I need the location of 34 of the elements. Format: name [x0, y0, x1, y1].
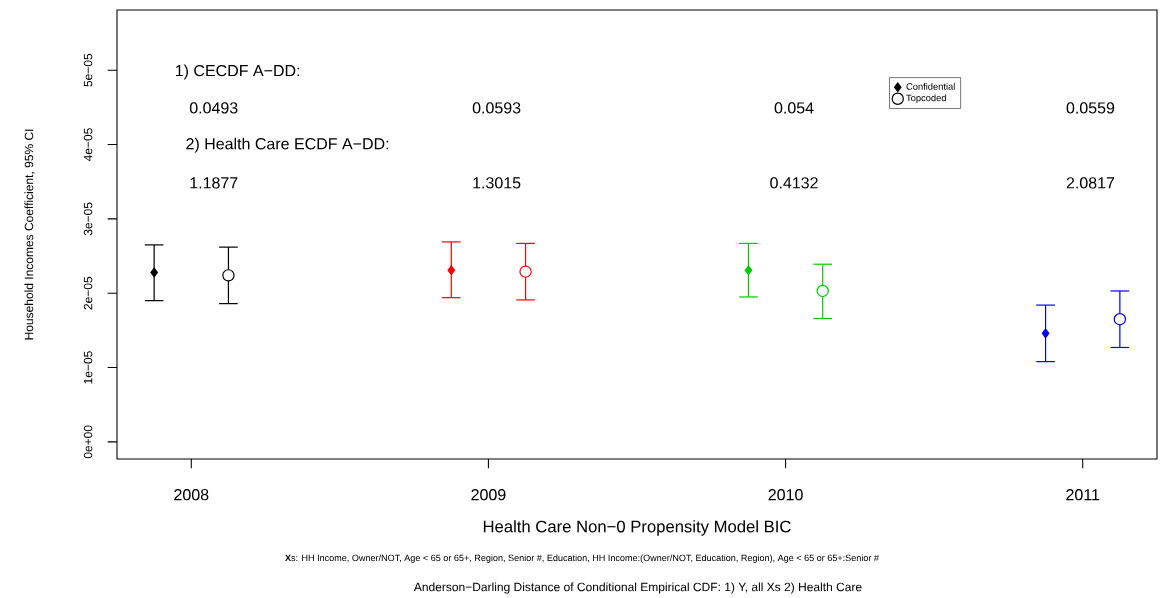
y-tick-label: 2e−05 — [83, 276, 93, 310]
annotation: 0.0493 — [189, 102, 238, 114]
point — [519, 265, 532, 278]
point — [1113, 313, 1127, 326]
point — [150, 267, 158, 278]
y-tick-label: 0e+00 — [83, 425, 93, 459]
annotation: 1) CECDF A−DD: — [175, 64, 300, 80]
point — [744, 265, 753, 276]
text: Xs: HH Income, Owner/NOT, Age < 65 or 65+, Region, Senior #, Education, HH Income:(Owner/NOT, Education, Region), Age < 65 or 65+:Senior # — [285, 554, 879, 563]
y-tick-label: 3e−05 — [83, 202, 93, 236]
annotation: 0.054 — [774, 102, 814, 114]
annotation: 1.3015 — [473, 177, 521, 189]
point — [447, 265, 456, 276]
x-axis-title: Health Care Non−0 Propensity Model BIC — [483, 520, 791, 536]
annotation: 0.0559 — [1066, 102, 1115, 114]
annotation: 0.0593 — [472, 102, 521, 114]
annotation: 2) Health Care ECDF A−DD: — [186, 137, 389, 153]
y-tick-label: 4e−05 — [83, 128, 93, 162]
point — [1041, 328, 1050, 339]
x-tick-label: 2008 — [174, 489, 209, 501]
y-axis-title: Household Incomes Coefficient, 95% CI — [24, 129, 35, 340]
point — [222, 269, 235, 282]
point — [816, 284, 829, 298]
annotation: 1.1877 — [190, 177, 238, 189]
y-tick-label: 1e−05 — [83, 351, 93, 384]
text: Anderson−Darling Distance of Conditional Empirical CDF: 1) Y, all Xs 2) Health Care — [413, 582, 862, 594]
legend-label: Topcoded — [906, 94, 946, 104]
x-tick-label: 2011 — [1066, 489, 1100, 501]
x-tick-label: 2009 — [471, 489, 506, 501]
y-tick-label: 5e−05 — [83, 53, 93, 87]
legend-label: Confidential — [906, 82, 955, 90]
annotation: 2.0817 — [1066, 177, 1115, 189]
annotation: 0.4132 — [770, 177, 818, 189]
x-tick-label: 2010 — [768, 489, 803, 501]
